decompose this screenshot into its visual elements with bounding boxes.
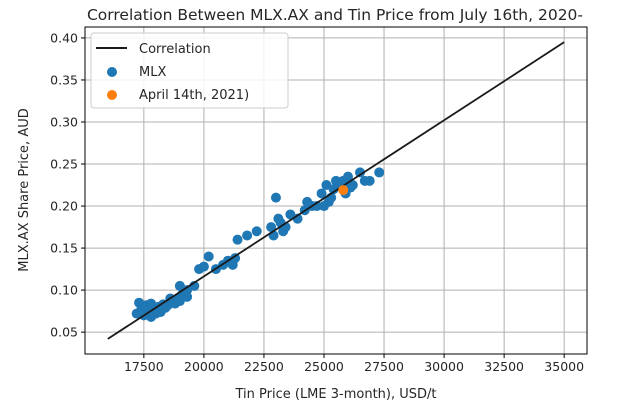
- y-tick-label: 0.05: [50, 325, 78, 340]
- y-axis-label: MLX.AX Share Price, AUD: [17, 108, 32, 271]
- x-tick-label: 30000: [424, 359, 464, 374]
- y-tick-label: 0.10: [50, 283, 78, 298]
- y-tick-label: 0.35: [50, 72, 78, 87]
- y-tick-label: 0.40: [50, 30, 78, 45]
- x-tick-label: 35000: [544, 359, 584, 374]
- x-tick-label: 22500: [244, 359, 284, 374]
- y-tick-label: 0.15: [50, 241, 78, 256]
- legend-box: [90, 32, 289, 109]
- y-tick-label: 0.25: [50, 157, 78, 172]
- mlx-point: [316, 188, 327, 199]
- axes-frame: [84, 26, 588, 355]
- grid: [85, 27, 587, 354]
- legend-label-highlight: April 14th, 2021): [139, 88, 249, 103]
- legend-label-mlx: MLX: [139, 65, 166, 80]
- mlx-point: [343, 171, 354, 182]
- mlx-point: [266, 222, 277, 233]
- x-axis-label: Tin Price (LME 3-month), USD/t: [235, 387, 437, 402]
- legend-mlx-marker-icon: [107, 67, 117, 77]
- legend-label-correlation: Correlation: [139, 42, 211, 57]
- mlx-point: [174, 280, 185, 291]
- plot-marks: [107, 41, 565, 340]
- mlx-point: [285, 209, 296, 220]
- correlation-line: [107, 41, 565, 340]
- legend-highlight-marker-icon: [107, 90, 117, 100]
- mlx-point: [230, 253, 241, 264]
- mlx-point: [318, 201, 329, 212]
- mlx-point: [270, 192, 281, 203]
- y-tick-label: 0.30: [50, 114, 78, 129]
- y-tick-label: 0.20: [50, 199, 78, 214]
- mlx-point: [355, 167, 366, 178]
- x-tick-label: 27500: [364, 359, 404, 374]
- mlx-point: [321, 180, 332, 191]
- mlx-point: [364, 175, 375, 186]
- x-tick-label: 25000: [304, 359, 344, 374]
- legend: Correlation MLX April 14th, 2021): [90, 32, 289, 109]
- x-tick-label: 17500: [124, 359, 164, 374]
- mlx-point: [182, 291, 193, 302]
- x-tick-label: 20000: [184, 359, 224, 374]
- chart-title: Correlation Between MLX.AX and Tin Price…: [87, 6, 583, 24]
- mlx-point: [198, 261, 209, 272]
- ticks: 17500 20000 22500 25000 27500 30000 32500 35000…: [50, 30, 584, 374]
- mlx-point: [203, 251, 214, 262]
- x-tick-label: 32500: [484, 359, 524, 374]
- mlx-point: [232, 234, 243, 245]
- highlight-point: [338, 185, 349, 196]
- mlx-point: [251, 226, 262, 237]
- mlx-point: [150, 308, 161, 319]
- mlx-point: [374, 167, 385, 178]
- mlx-point: [242, 230, 253, 241]
